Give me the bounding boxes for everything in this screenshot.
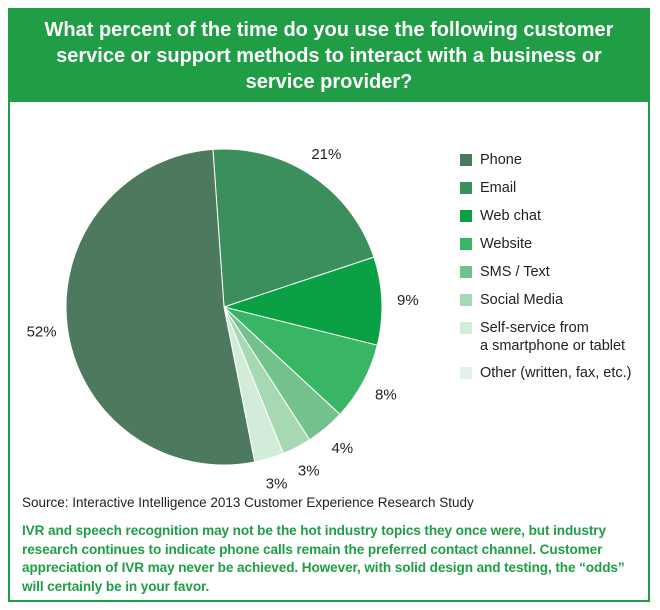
- pie-slice-web-chat: [222, 256, 383, 346]
- slice-label-self-service-from-a-smartphone-or-tablet: 3%: [266, 475, 288, 492]
- legend-swatch: [460, 154, 472, 166]
- legend-item-self-service-from-a-smartphone-or-tablet: Self-service from a smartphone or tablet: [460, 320, 625, 354]
- chart-title: What percent of the time do you use the …: [44, 19, 614, 93]
- slice-label-phone: 52%: [27, 323, 57, 340]
- legend-item-website: Website: [460, 236, 532, 252]
- legend-item-social-media: Social Media: [460, 292, 564, 308]
- legend-label: Self-service from a smartphone or tablet: [480, 320, 625, 354]
- pie-slice-phone: [65, 148, 256, 466]
- legend-item-phone: Phone: [460, 152, 522, 168]
- legend-label: SMS / Text: [480, 264, 550, 280]
- source-text: Source: Interactive Intelligence 2013 Cu…: [22, 495, 474, 510]
- legend-label: Social Media: [480, 292, 564, 308]
- slice-label-website: 8%: [375, 386, 397, 403]
- legend-label: Email: [480, 180, 516, 196]
- legend-swatch: [460, 182, 472, 194]
- slice-label-web-chat: 9%: [397, 292, 419, 309]
- slice-label-sms-text: 4%: [331, 440, 353, 457]
- legend-label: Phone: [480, 152, 522, 168]
- legend-label: Other (written, fax, etc.): [480, 365, 632, 381]
- legend-swatch: [460, 367, 472, 379]
- chart-header: What percent of the time do you use the …: [10, 10, 648, 102]
- legend-swatch: [460, 322, 472, 334]
- pie-slice-email: [212, 148, 375, 308]
- pie-chart: 21% 9% 8% 4% 3% 3% 52% Phone Email Web chat Websit…: [27, 146, 632, 492]
- legend-label: Website: [480, 236, 532, 252]
- slice-label-email: 21%: [311, 146, 341, 163]
- legend-item-other-written-fax-etc: Other (written, fax, etc.): [460, 365, 632, 381]
- legend-label: Web chat: [480, 208, 541, 224]
- legend-swatch: [460, 210, 472, 222]
- legend-swatch: [460, 266, 472, 278]
- chart-frame: What percent of the time do you use the …: [8, 8, 650, 602]
- slice-label-social-media: 3%: [298, 462, 320, 479]
- legend-swatch: [460, 238, 472, 250]
- legend-item-web-chat: Web chat: [460, 208, 541, 224]
- note-text: IVR and speech recognition may not be th…: [22, 523, 625, 594]
- legend-item-sms-text: SMS / Text: [460, 264, 550, 280]
- legend-item-email: Email: [460, 180, 516, 196]
- legend-swatch: [460, 294, 472, 306]
